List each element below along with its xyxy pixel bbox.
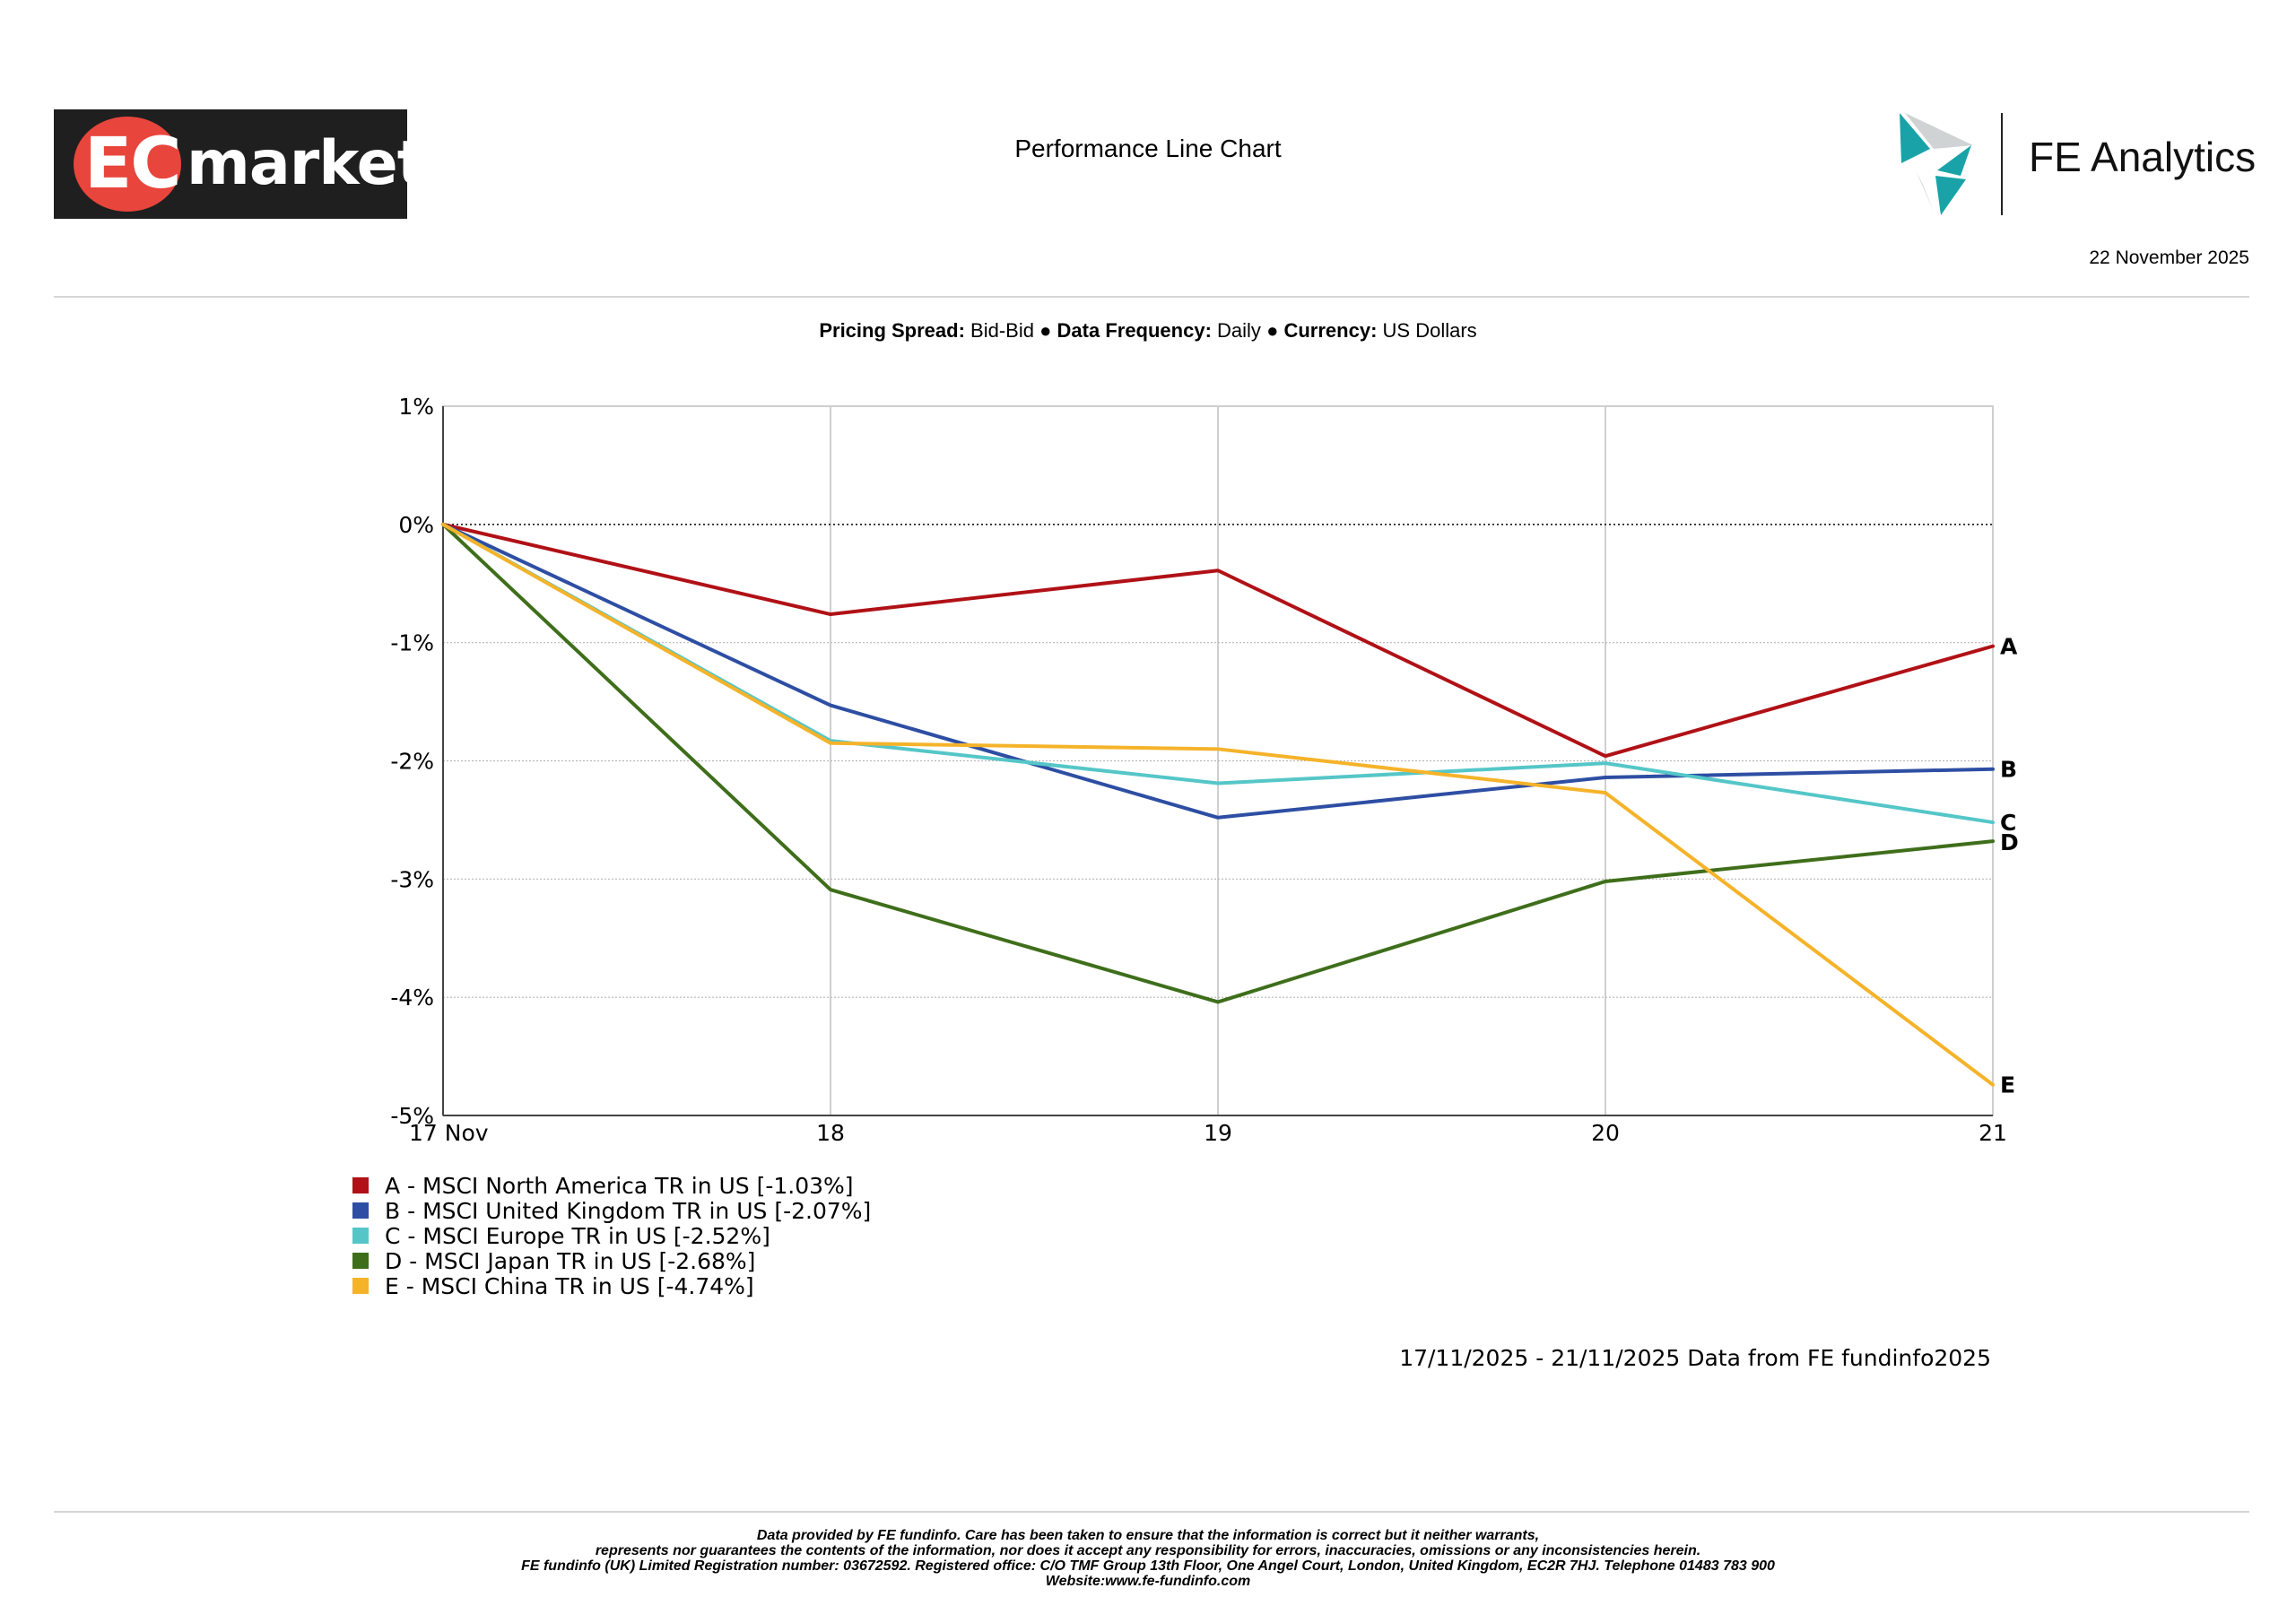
legend-item: C - MSCI Europe TR in US [-2.52%] bbox=[352, 1222, 871, 1249]
pricing-spread-label: Pricing Spread: bbox=[819, 319, 965, 342]
x-tick-label: 17 Nov bbox=[409, 1120, 489, 1146]
legend-item: B - MSCI United Kingdom TR in US [-2.07%… bbox=[352, 1197, 872, 1224]
disclaimer: Data provided by FE fundinfo. Care has b… bbox=[0, 1528, 2296, 1589]
series-line-e bbox=[441, 522, 1995, 1087]
logo-shard-teal-1 bbox=[1900, 113, 1930, 163]
x-tick-label: 18 bbox=[816, 1120, 845, 1146]
disclaimer-line-3: FE fundinfo (UK) Limited Registration nu… bbox=[521, 1558, 1775, 1574]
footer-divider bbox=[54, 1511, 2249, 1513]
logo-shard-teal-2 bbox=[1937, 145, 1971, 176]
currency-label: Currency: bbox=[1283, 319, 1378, 342]
header-divider bbox=[54, 296, 2249, 298]
legend-swatch-c bbox=[352, 1228, 369, 1244]
x-tick-label: 21 bbox=[1979, 1120, 2007, 1146]
chart-legend: A - MSCI North America TR in US [-1.03%]… bbox=[352, 1172, 872, 1299]
logo-shard-grey-1 bbox=[1905, 113, 1973, 149]
disclaimer-line-2: represents nor guarantees the contents o… bbox=[595, 1543, 1701, 1558]
disclaimer-line-1: Data provided by FE fundinfo. Care has b… bbox=[756, 1528, 1540, 1543]
series-line-a bbox=[441, 522, 1995, 759]
legend-label-c: C - MSCI Europe TR in US [-2.52%] bbox=[385, 1222, 770, 1249]
series-end-label: E bbox=[2000, 1072, 2015, 1098]
page-title: Performance Line Chart bbox=[1014, 135, 1282, 162]
series-end-label: C bbox=[2000, 810, 2016, 836]
series-end-label: A bbox=[2000, 634, 2018, 660]
series-end-label: B bbox=[2000, 757, 2017, 783]
report-date: 22 November 2025 bbox=[2089, 247, 2249, 268]
separator-dot: ● bbox=[1266, 319, 1279, 342]
series-line-b bbox=[441, 522, 1995, 820]
logo-markets-text: markets bbox=[187, 128, 462, 199]
legend-swatch-e bbox=[352, 1278, 369, 1294]
logo-ec-text: EC bbox=[84, 124, 182, 204]
y-tick-label: -1% bbox=[390, 630, 434, 656]
data-frequency-label: Data Frequency: bbox=[1057, 319, 1212, 342]
legend-item: A - MSCI North America TR in US [-1.03%] bbox=[352, 1172, 871, 1199]
y-tick-label: -2% bbox=[390, 749, 434, 775]
legend-label-b: B - MSCI United Kingdom TR in US [-2.07%… bbox=[385, 1197, 872, 1224]
legend-item: D - MSCI Japan TR in US [-2.68%] bbox=[352, 1247, 871, 1274]
legend-swatch-b bbox=[352, 1202, 369, 1219]
logo-divider bbox=[2001, 113, 2003, 215]
ec-markets-logo: EC markets bbox=[54, 109, 462, 219]
logo-shard-grey-2 bbox=[1916, 170, 1934, 212]
legend-label-e: E - MSCI China TR in US [-4.74%] bbox=[385, 1272, 754, 1299]
legend-item: E - MSCI China TR in US [-4.74%] bbox=[352, 1272, 871, 1299]
fe-analytics-wordmark: FE Analytics bbox=[2029, 134, 2257, 180]
x-tick-label: 20 bbox=[1591, 1120, 1620, 1146]
series-line-d bbox=[441, 522, 1995, 1004]
disclaimer-line-4: Website:www.fe-fundinfo.com bbox=[1045, 1574, 1251, 1589]
series-end-label: D bbox=[2000, 829, 2019, 855]
y-tick-label: 1% bbox=[398, 394, 434, 420]
logo-circle bbox=[74, 117, 181, 212]
data-frequency-value: Daily bbox=[1217, 319, 1261, 342]
data-source-note: 17/11/2025 - 21/11/2025 Data from FE fun… bbox=[1399, 1345, 1991, 1371]
logo-shard-teal-3 bbox=[1935, 176, 1966, 215]
pricing-spread-value: Bid-Bid bbox=[970, 319, 1034, 342]
y-tick-label: -3% bbox=[390, 866, 434, 892]
legend-label-a: A - MSCI North America TR in US [-1.03%] bbox=[385, 1172, 854, 1199]
y-tick-label: -5% bbox=[390, 1103, 434, 1129]
y-tick-label: -4% bbox=[390, 985, 434, 1011]
x-tick-label: 19 bbox=[1204, 1120, 1232, 1146]
y-tick-label: 0% bbox=[398, 512, 434, 538]
legend-label-d: D - MSCI Japan TR in US [-2.68%] bbox=[385, 1247, 756, 1274]
currency-value: US Dollars bbox=[1382, 319, 1477, 342]
chart-settings-line: Pricing Spread: Bid-Bid ● Data Frequency… bbox=[0, 319, 2296, 343]
legend-swatch-a bbox=[352, 1177, 369, 1193]
fe-analytics-logo-icon bbox=[1900, 113, 1973, 215]
separator-dot: ● bbox=[1039, 319, 1052, 342]
legend-swatch-d bbox=[352, 1253, 369, 1269]
